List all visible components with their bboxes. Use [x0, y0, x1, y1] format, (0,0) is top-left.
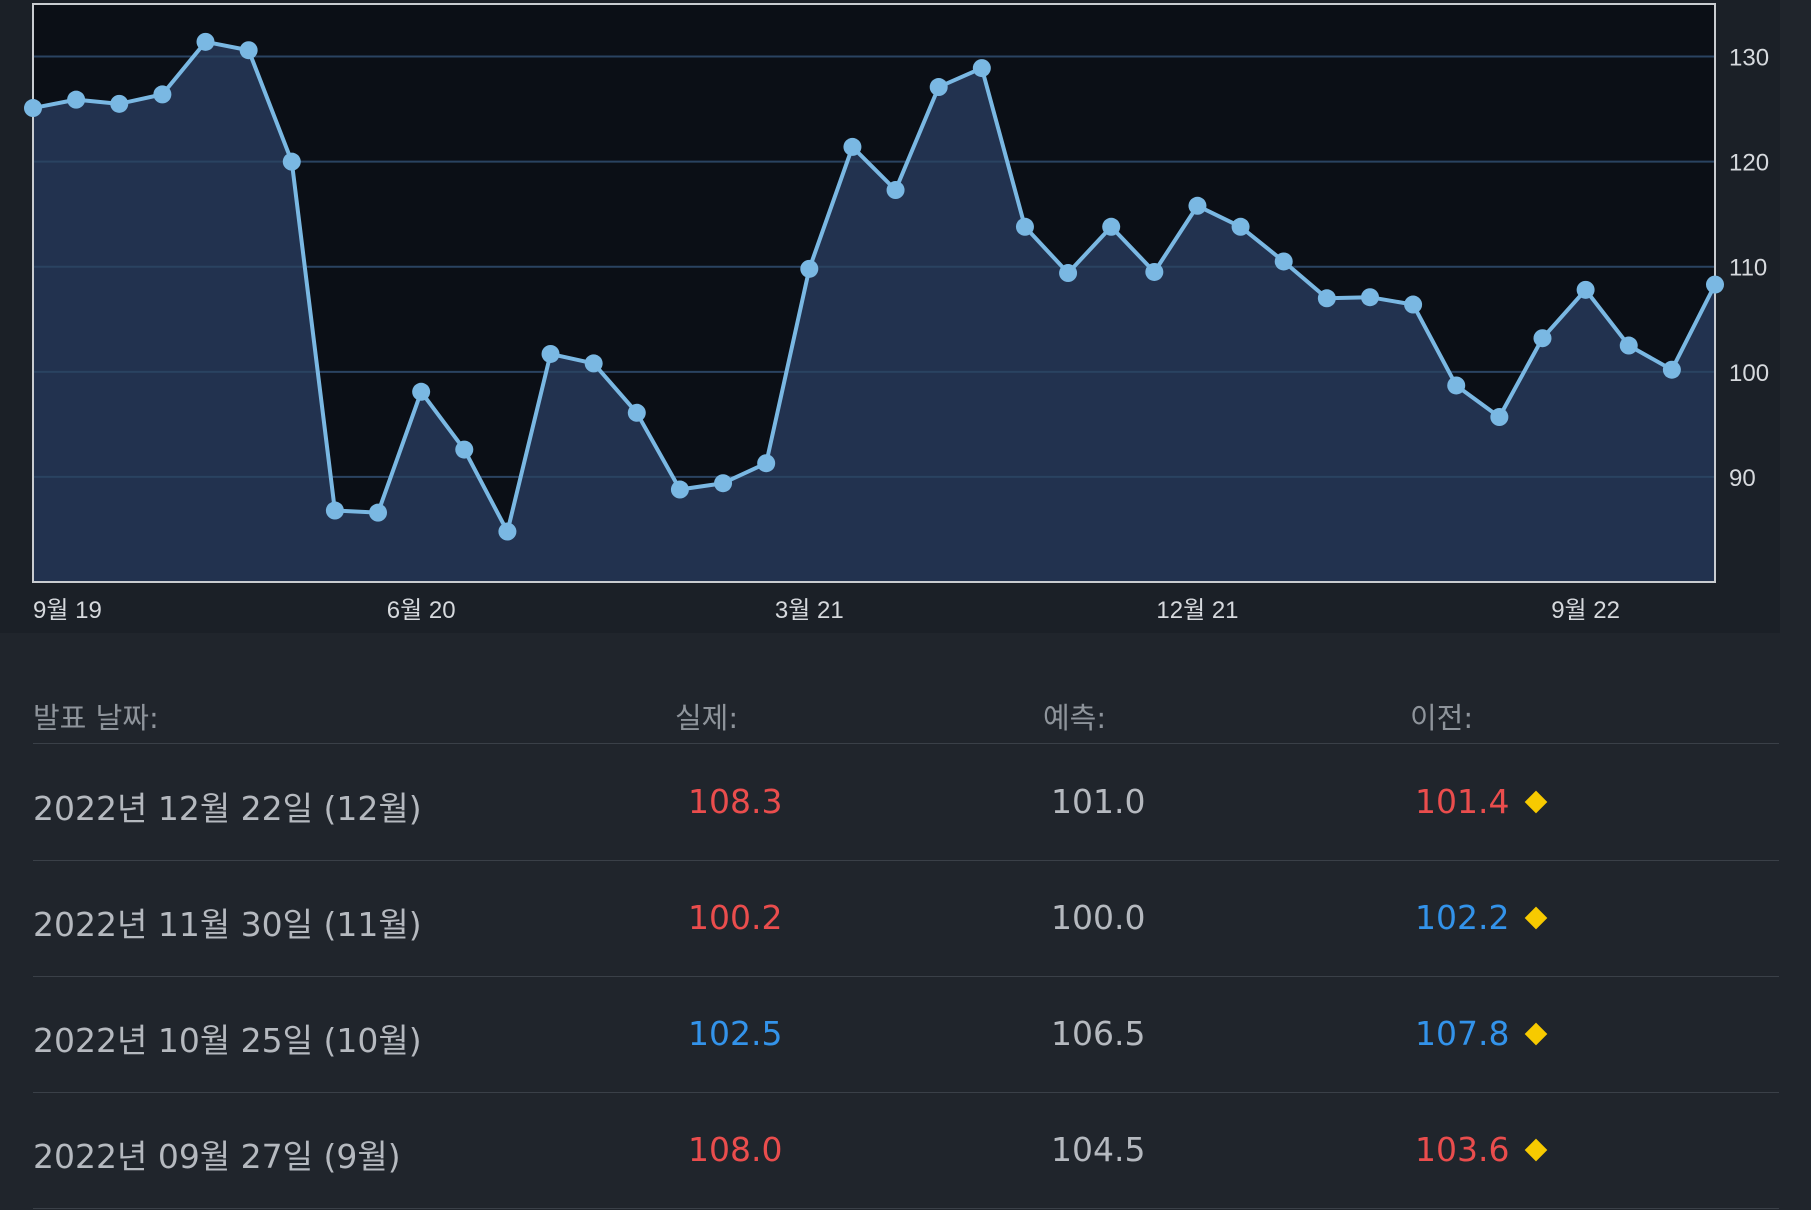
data-point [239, 41, 258, 60]
release-date: 2022년 09월 27일 (9월) [33, 1137, 401, 1176]
release-date: 2022년 12월 22일 (12월) [33, 789, 422, 828]
data-point [412, 382, 431, 401]
data-point [1360, 288, 1379, 307]
diamond-icon[interactable] [1524, 906, 1548, 930]
x-tick-label: 3월 21 [775, 597, 844, 624]
data-point [1706, 275, 1724, 294]
release-date: 2022년 10월 25일 (10월) [33, 1021, 422, 1060]
forecast-value: 100.0 [1051, 898, 1146, 937]
data-point [67, 90, 86, 109]
release-history-table: 발표 날짜: 실제: 예측: 이전: 2022년 12월 22일 (12월) 1… [0, 633, 1811, 1210]
header-actual: 실제: [675, 701, 739, 735]
x-tick-label: 9월 22 [1551, 597, 1620, 624]
data-point [584, 354, 603, 373]
data-point [1317, 289, 1336, 308]
chart-panel: 90 100 110 120 130 9월 19 6월 20 3월 21 12월 21 9월 22 [24, 3, 1770, 624]
series-line [32, 39, 1717, 534]
data-point [843, 137, 862, 156]
table-row[interactable]: 2022년 10월 25일 (10월) 102.5 106.5 107.8 [0, 976, 1811, 1092]
actual-value: 100.2 [688, 898, 783, 937]
divider [33, 976, 1779, 977]
divider [33, 1092, 1779, 1093]
data-point [757, 454, 776, 473]
diamond-icon[interactable] [1524, 790, 1548, 814]
data-point [1404, 295, 1423, 314]
previous-value: 102.2 [1415, 898, 1510, 937]
table-row[interactable]: 2022년 12월 22일 (12월) 108.3 101.0 101.4 [0, 744, 1811, 860]
x-tick-label: 6월 20 [387, 597, 456, 624]
y-tick-label: 130 [1729, 45, 1769, 72]
data-point [972, 59, 991, 78]
data-point [455, 440, 474, 459]
forecast-value: 101.0 [1051, 782, 1146, 821]
table-header: 발표 날짜: 실제: 예측: 이전: [0, 633, 1811, 743]
divider [33, 860, 1779, 861]
previous-value: 101.4 [1415, 782, 1510, 821]
data-point [153, 85, 172, 104]
y-tick-label: 110 [1729, 255, 1767, 282]
data-point [1188, 196, 1207, 215]
data-point [1662, 360, 1681, 379]
forecast-value: 104.5 [1051, 1130, 1146, 1169]
data-point [670, 480, 689, 499]
y-tick-label: 90 [1729, 465, 1756, 492]
release-date: 2022년 11월 30일 (11월) [33, 905, 422, 944]
data-point [1015, 217, 1034, 236]
data-point [929, 78, 948, 97]
data-point [1619, 336, 1638, 355]
header-date: 발표 날짜: [33, 701, 159, 735]
header-forecast: 예측: [1043, 701, 1107, 735]
data-point [1490, 408, 1509, 427]
header-previous: 이전: [1410, 701, 1474, 735]
data-point [325, 501, 344, 520]
divider [33, 1208, 1779, 1209]
actual-value: 108.3 [688, 782, 783, 821]
data-point [1274, 252, 1293, 271]
data-point [1102, 217, 1121, 236]
data-point [714, 474, 733, 493]
diamond-icon[interactable] [1524, 1022, 1548, 1046]
data-point [369, 503, 388, 522]
diamond-icon[interactable] [1524, 1138, 1548, 1162]
data-point [627, 403, 646, 422]
data-point [886, 181, 905, 200]
table-row[interactable]: 2022년 09월 27일 (9월) 108.0 104.5 103.6 [0, 1092, 1811, 1208]
data-point [1059, 264, 1078, 283]
data-point [1447, 376, 1466, 395]
data-point [1533, 329, 1552, 348]
y-tick-label: 120 [1729, 150, 1769, 177]
x-tick-label: 9월 19 [33, 597, 102, 624]
table-row[interactable]: 2022년 11월 30일 (11월) 100.2 100.0 102.2 [0, 860, 1811, 976]
data-point [800, 259, 819, 278]
y-tick-label: 100 [1729, 360, 1769, 387]
area-fill [33, 41, 1715, 583]
data-point [282, 152, 301, 171]
x-tick-label: 12월 21 [1156, 597, 1238, 624]
line-chart: 90 100 110 120 130 9월 19 6월 20 3월 21 12월 21 9월 22 [24, 3, 1769, 624]
data-point [24, 99, 42, 118]
actual-value: 108.0 [688, 1130, 783, 1169]
previous-value: 107.8 [1415, 1014, 1510, 1053]
divider [33, 743, 1779, 744]
data-point [110, 94, 129, 113]
data-point [196, 32, 215, 51]
data-point [1231, 217, 1250, 236]
actual-value: 102.5 [688, 1014, 783, 1053]
forecast-value: 106.5 [1051, 1014, 1146, 1053]
data-point [1145, 262, 1164, 281]
previous-value: 103.6 [1415, 1130, 1510, 1169]
data-point [541, 344, 560, 363]
data-point [1576, 280, 1595, 299]
data-point [498, 522, 517, 541]
